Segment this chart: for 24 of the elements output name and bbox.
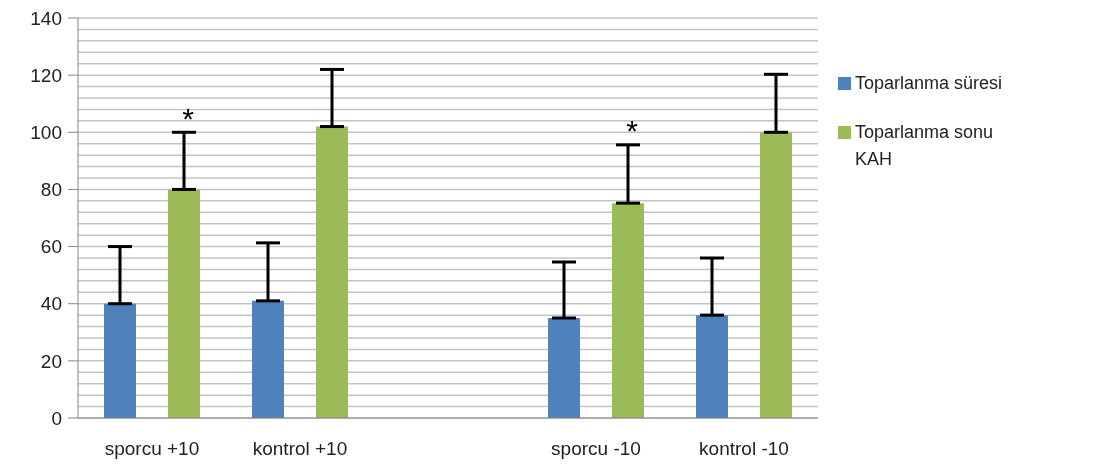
y-tick-label: 80 (40, 179, 62, 201)
y-tick-label: 0 (51, 407, 62, 429)
x-tick-label: kontrol -10 (699, 438, 789, 460)
x-tick-label: sporcu +10 (104, 438, 200, 460)
y-tick-label: 40 (40, 293, 62, 315)
bar (548, 318, 580, 418)
legend-label: Toparlanma sonu KAH (855, 121, 995, 171)
data-label: * (626, 114, 639, 148)
y-tick-label: 140 (30, 7, 62, 29)
y-tick-label: 20 (40, 350, 62, 372)
x-tick-label: sporcu -10 (551, 438, 641, 460)
legend-label: Toparlanma süresi (855, 72, 1003, 95)
data-label: * (182, 101, 195, 135)
bar (168, 189, 200, 418)
y-tick-label: 100 (30, 121, 62, 143)
bar (252, 300, 284, 418)
bar (760, 132, 792, 418)
bar (104, 303, 136, 418)
bar (696, 315, 728, 418)
x-tick-label: kontrol +10 (252, 438, 348, 460)
bar (612, 203, 644, 418)
bar (316, 126, 348, 418)
y-tick-label: 60 (40, 236, 62, 258)
y-tick-label: 120 (30, 64, 62, 86)
